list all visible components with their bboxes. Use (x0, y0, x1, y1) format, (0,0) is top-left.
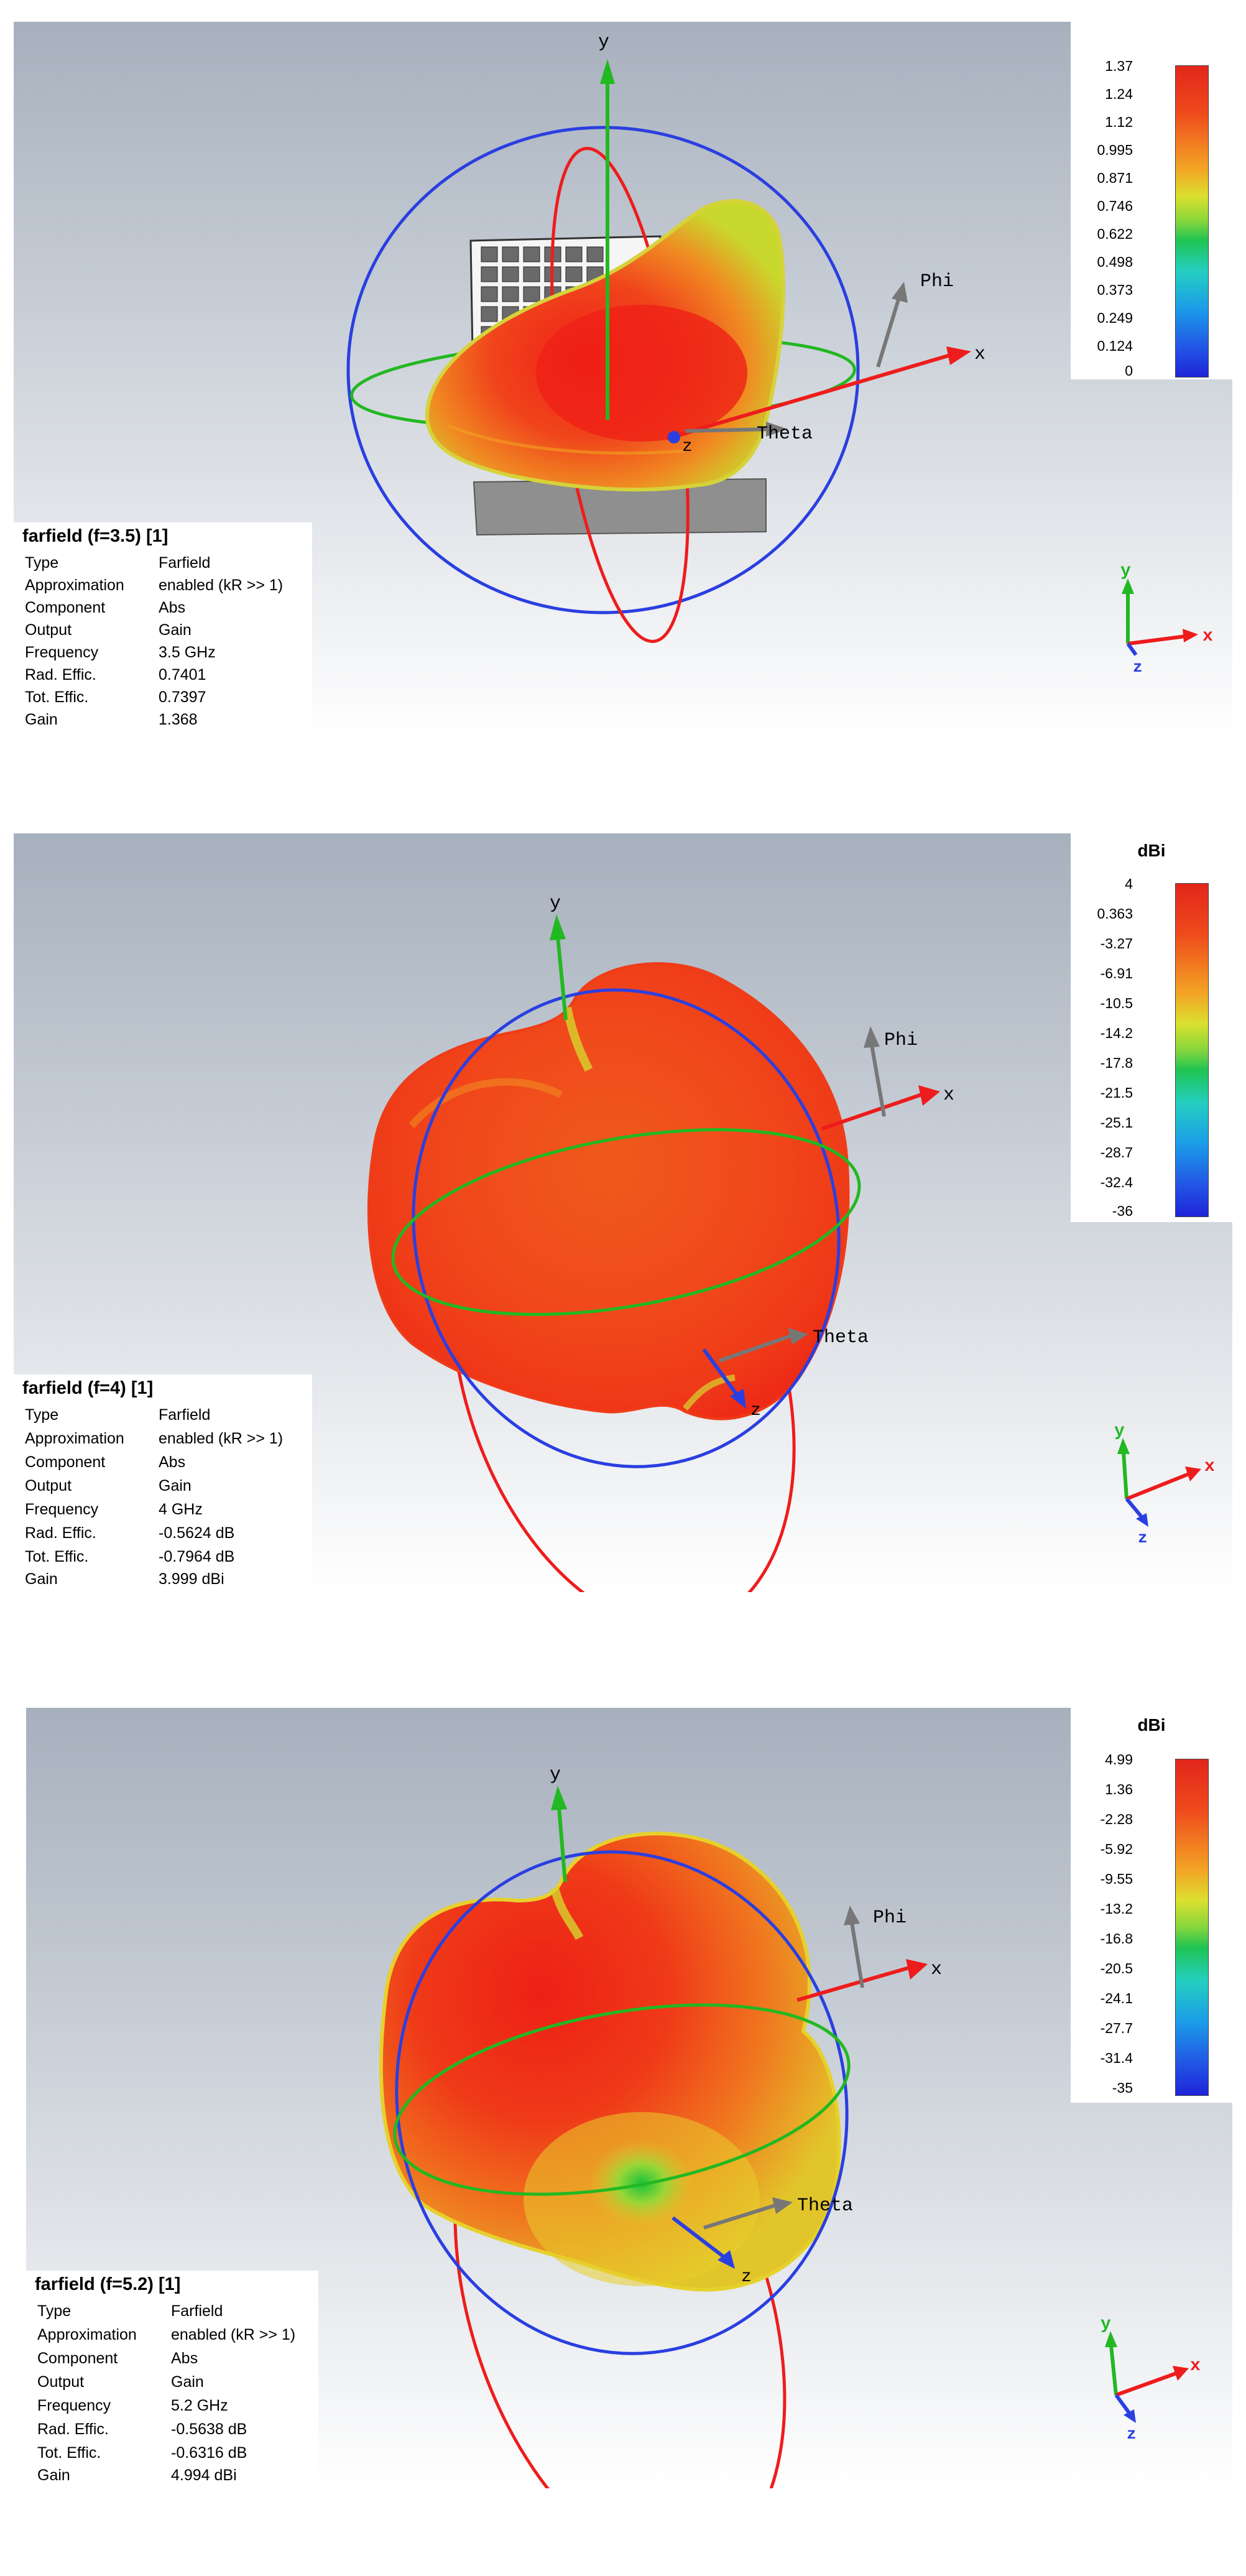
colorbar-tick: 0.622 (1097, 226, 1133, 242)
colorbar-tick: 4.99 (1105, 1751, 1133, 1768)
farfield-3d-scene[interactable]: y x z Phi Theta y x z (14, 833, 1232, 1592)
y-axis-label: y (598, 32, 609, 53)
farfield-title: farfield (f=4) [1] (22, 1378, 154, 1398)
orientation-triad: y x z (1120, 562, 1213, 677)
colorbar-tick: 0 (1125, 363, 1133, 379)
farfield-3d-scene[interactable]: y x z Phi Theta y x z (26, 1708, 1232, 2488)
triad-y-label: y (1101, 2315, 1111, 2334)
farfield-title: farfield (f=5.2) [1] (35, 2274, 181, 2294)
theta-label: Theta (797, 2195, 853, 2217)
colorbar-tick: -6.91 (1100, 965, 1133, 981)
x-axis-label: x (974, 344, 985, 365)
colorbar-tick: 1.12 (1105, 114, 1133, 130)
triad-z-label: z (1138, 1529, 1148, 1547)
triad-x-label: x (1202, 627, 1213, 646)
colorbar-tick: 1.24 (1105, 86, 1133, 102)
colorbar-tick: 1.36 (1105, 1781, 1133, 1797)
z-axis-line (671, 2216, 727, 2260)
colorbar-tick: -20.5 (1100, 1960, 1133, 1976)
colorbar-gradient (1175, 1759, 1209, 2096)
equator-circle (391, 1128, 861, 1316)
triad-z-label: z (1127, 2425, 1137, 2444)
z-axis-label: z (682, 437, 693, 456)
colorbar-unit: dBi (1137, 1715, 1166, 1735)
z-axis-label: z (750, 1401, 761, 1420)
colorbar-tick: 0.249 (1097, 310, 1133, 326)
colorbar-tick: 0.995 (1097, 142, 1133, 158)
farfield-3d-scene[interactable]: y x z Phi Theta y x z (14, 22, 1232, 737)
z-axis-line (702, 1348, 740, 1397)
colorbar-tick: -21.5 (1100, 1085, 1133, 1101)
colorbar-tick: -16.8 (1100, 1930, 1133, 1947)
triad-x-label: x (1190, 2356, 1201, 2376)
x-axis-label: x (943, 1085, 954, 1106)
radiation-pattern (367, 962, 850, 1420)
colorbar-tick: 0.124 (1097, 338, 1133, 354)
colorbar-tick: -3.27 (1100, 935, 1133, 952)
colorbar-tick: 0.498 (1097, 254, 1133, 270)
y-axis-line (557, 1807, 567, 1883)
colorbar-tick: -9.55 (1100, 1871, 1133, 1887)
farfield-view-4ghz[interactable]: y x z Phi Theta y x z dBi 4 0.363 -3.27 … (14, 833, 1232, 1592)
colorbar-tick: -2.28 (1100, 1811, 1133, 1827)
x-axis-line (796, 1966, 910, 2002)
farfield-title: farfield (f=3.5) [1] (22, 526, 168, 546)
colorbar-gradient (1175, 65, 1209, 378)
equator-circle (393, 2003, 851, 2196)
triad-y-label: y (1120, 562, 1131, 581)
theta-label: Theta (813, 1327, 869, 1348)
colorbar-tick: -17.8 (1100, 1055, 1133, 1071)
colorbar-tick: -35 (1112, 2080, 1133, 2096)
x-axis-line (666, 353, 953, 440)
colorbar-tick: -25.1 (1100, 1114, 1133, 1131)
phi-circle (346, 126, 860, 614)
x-axis-label: x (931, 1959, 942, 1980)
colorbar-tick: -10.5 (1100, 995, 1133, 1011)
triad-x-label: x (1204, 1457, 1215, 1476)
colorbar-legend: dBi 4 0.363 -3.27 -6.91 -10.5 -14.2 -17.… (1071, 833, 1232, 1222)
y-axis-line (556, 935, 568, 1021)
colorbar-tick: 0.373 (1097, 282, 1133, 298)
colorbar-unit: dBi (1137, 841, 1166, 860)
farfield-info-box: farfield (f=3.5) [1] Type Farfield Approx… (14, 522, 312, 737)
orientation-triad: y x z (1101, 2315, 1201, 2444)
phi-label: Phi (873, 1907, 907, 1929)
colorbar-tick: 0.871 (1097, 170, 1133, 186)
colorbar-tick: -14.2 (1100, 1025, 1133, 1041)
colorbar-tick: 0.363 (1097, 906, 1133, 922)
phi-label: Phi (920, 271, 954, 292)
colorbar-gradient (1175, 883, 1209, 1217)
colorbar-tick: -5.92 (1100, 1841, 1133, 1857)
phi-circle (412, 988, 841, 1468)
colorbar-tick: -28.7 (1100, 1144, 1133, 1161)
triad-y-label: y (1114, 1422, 1125, 1441)
colorbar-tick: 1.37 (1105, 58, 1133, 74)
colorbar-legend: dBi 4.99 1.36 -2.28 -5.92 -9.55 -13.2 -1… (1071, 1708, 1232, 2103)
farfield-info-box: farfield (f=5.2) [1] Type Farfield Approx… (26, 2271, 318, 2485)
phi-label: Phi (884, 1030, 918, 1051)
colorbar-legend: 1.37 1.24 1.12 0.995 0.871 0.746 0.622 0… (1071, 22, 1232, 379)
phi-circle (395, 1850, 849, 2355)
colorbar-tick: -31.4 (1100, 2050, 1133, 2066)
colorbar-tick: -27.7 (1100, 2020, 1133, 2036)
y-axis-label: y (550, 1764, 561, 1786)
x-axis-line (821, 1093, 922, 1131)
theta-label: Theta (757, 424, 813, 445)
farfield-view-5p2ghz[interactable]: y x z Phi Theta y x z dBi 4.99 1.36 -2.2… (26, 1708, 1232, 2488)
colorbar-tick: -24.1 (1100, 1990, 1133, 2006)
colorbar-tick: -32.4 (1100, 1174, 1133, 1190)
colorbar-tick: 4 (1125, 876, 1133, 892)
farfield-view-3p5ghz[interactable]: y x z Phi Theta y x z 1.37 1.24 1.12 0.9… (14, 22, 1232, 737)
colorbar-tick: 0.746 (1097, 198, 1133, 214)
orientation-triad: y x z (1114, 1422, 1215, 1547)
colorbar-tick: -36 (1112, 1203, 1133, 1219)
y-axis-label: y (550, 893, 561, 914)
triad-z-label: z (1133, 658, 1143, 677)
colorbar-tick: -13.2 (1100, 1901, 1133, 1917)
z-axis-label: z (741, 2268, 752, 2287)
farfield-info-box: farfield (f=4) [1] Type Farfield Approxim… (14, 1374, 312, 1589)
